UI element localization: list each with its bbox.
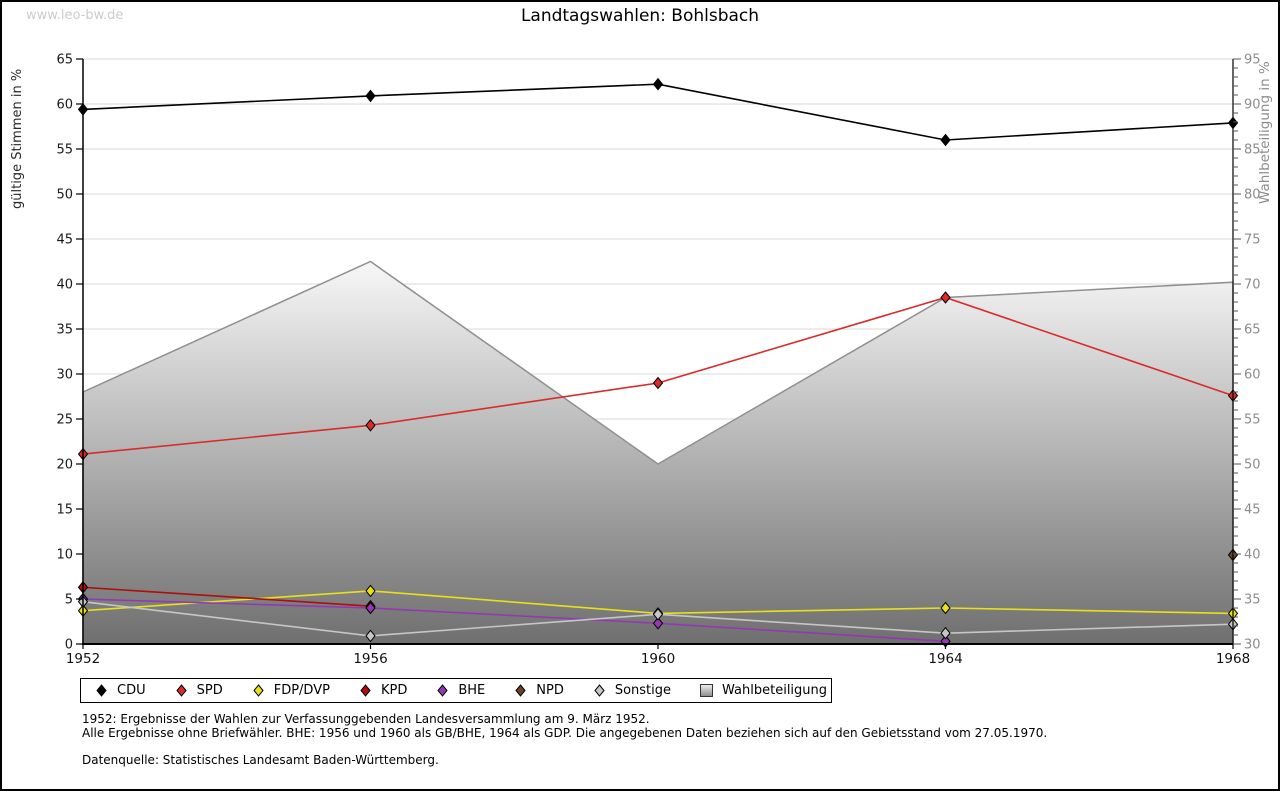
legend-item-wahlbeteiligung: Wahlbeteiligung <box>700 683 827 698</box>
data-point <box>940 601 951 615</box>
legend-item-kpd: KPD <box>359 683 407 698</box>
area-wahlbeteiligung <box>82 260 1234 645</box>
svg-text:0: 0 <box>65 638 73 653</box>
data-point <box>940 291 951 304</box>
svg-text:20: 20 <box>56 458 73 473</box>
data-point <box>365 584 376 598</box>
chart-legend: CDU SPD FDP/DVP KPD BHE NPD Sonstige Wah… <box>80 678 832 703</box>
legend-item-sonstige: Sonstige <box>593 683 671 698</box>
svg-text:85: 85 <box>1244 143 1261 158</box>
chart-svg: 0 5 10 15 20 25 30 35 40 45 50 55 60 65 30 35 40 45 50 55 60… <box>10 53 1273 668</box>
svg-text:1952: 1952 <box>66 651 100 667</box>
svg-text:35: 35 <box>1244 593 1261 608</box>
svg-text:95: 95 <box>1244 53 1261 68</box>
svg-text:70: 70 <box>1244 278 1261 293</box>
legend-label: BHE <box>458 683 486 698</box>
data-point <box>365 89 376 103</box>
election-chart: 0 5 10 15 20 25 30 35 40 45 50 55 60 65 30 35 40 45 50 55 60… <box>2 2 1278 670</box>
markers-cdu <box>77 77 1239 147</box>
svg-text:5: 5 <box>65 593 73 608</box>
legend-item-spd: SPD <box>175 683 223 698</box>
wahlbeteiligung-swatch-icon <box>700 684 714 697</box>
page-title: Landtagswahlen: Bohlsbach <box>520 6 760 26</box>
data-point <box>652 376 664 390</box>
npd-marker-icon <box>515 684 526 697</box>
svg-text:30: 30 <box>1244 638 1261 653</box>
svg-text:90: 90 <box>1244 98 1261 113</box>
right-axis-title: Wahlbeteiligung in % <box>1257 61 1273 204</box>
data-point <box>365 629 376 643</box>
svg-text:40: 40 <box>1244 548 1261 563</box>
legend-item-bhe: BHE <box>436 683 485 698</box>
series-kpd <box>82 586 371 607</box>
svg-text:55: 55 <box>56 143 73 158</box>
cdu-marker-icon <box>96 684 107 697</box>
svg-text:80: 80 <box>1244 188 1261 203</box>
svg-text:1960: 1960 <box>641 651 675 667</box>
svg-text:75: 75 <box>1244 233 1261 248</box>
data-point <box>940 133 951 147</box>
footnotes: 1952: Ergebnisse der Wahlen zur Verfassu… <box>82 712 1047 767</box>
watermark: www.leo-bw.de <box>26 8 124 23</box>
legend-item-cdu: CDU <box>95 683 146 698</box>
svg-text:45: 45 <box>1244 503 1261 518</box>
data-point <box>365 601 376 615</box>
svg-text:50: 50 <box>56 188 73 203</box>
footnote-line-2: Alle Ergebnisse ohne Briefwähler. BHE: 1… <box>82 726 1048 740</box>
data-point <box>652 617 664 630</box>
legend-label: CDU <box>117 683 146 698</box>
data-point <box>940 626 951 640</box>
svg-text:30: 30 <box>56 368 73 383</box>
legend-item-fdp-dvp: FDP/DVP <box>252 683 330 698</box>
svg-text:1964: 1964 <box>928 651 962 667</box>
legend-label: Sonstige <box>614 683 672 698</box>
svg-text:35: 35 <box>56 323 73 338</box>
left-axis-title: gültige Stimmen in % <box>10 69 25 209</box>
series-bhe <box>82 598 946 643</box>
svg-text:1956: 1956 <box>353 651 387 667</box>
svg-text:25: 25 <box>56 413 73 428</box>
svg-text:65: 65 <box>1244 323 1261 338</box>
svg-text:10: 10 <box>56 548 73 563</box>
footnote-line-1: 1952: Ergebnisse der Wahlen zur Verfassu… <box>82 712 650 726</box>
svg-text:50: 50 <box>1244 458 1261 473</box>
data-point <box>652 608 664 621</box>
legend-label: KPD <box>380 683 408 698</box>
svg-text:1968: 1968 <box>1216 651 1250 667</box>
data-point <box>652 77 664 91</box>
legend-label: NPD <box>536 683 564 698</box>
series-cdu <box>82 83 1234 141</box>
spd-marker-icon <box>175 684 187 697</box>
legend-item-npd: NPD <box>514 683 564 698</box>
kpd-marker-icon <box>360 684 371 697</box>
legend-label: FDP/DVP <box>273 683 330 698</box>
svg-text:15: 15 <box>56 503 73 518</box>
svg-text:60: 60 <box>56 98 73 113</box>
svg-text:40: 40 <box>56 278 73 293</box>
data-point <box>365 419 376 432</box>
legend-label: Wahlbeteiligung <box>722 683 828 698</box>
markers-spd <box>77 291 1239 461</box>
axes: 0 5 10 15 20 25 30 35 40 45 50 55 60 65 30 35 40 45 50 55 60… <box>56 53 1260 668</box>
footnote-source: Datenquelle: Statistisches Landesamt Bad… <box>82 753 439 767</box>
svg-text:60: 60 <box>1244 368 1261 383</box>
svg-text:45: 45 <box>56 233 73 248</box>
bhe-marker-icon <box>437 684 448 697</box>
legend-label: SPD <box>196 683 223 698</box>
sonstige-marker-icon <box>594 684 605 697</box>
fdp-dvp-marker-icon <box>253 684 264 697</box>
svg-text:65: 65 <box>56 53 73 68</box>
svg-text:55: 55 <box>1244 413 1261 428</box>
